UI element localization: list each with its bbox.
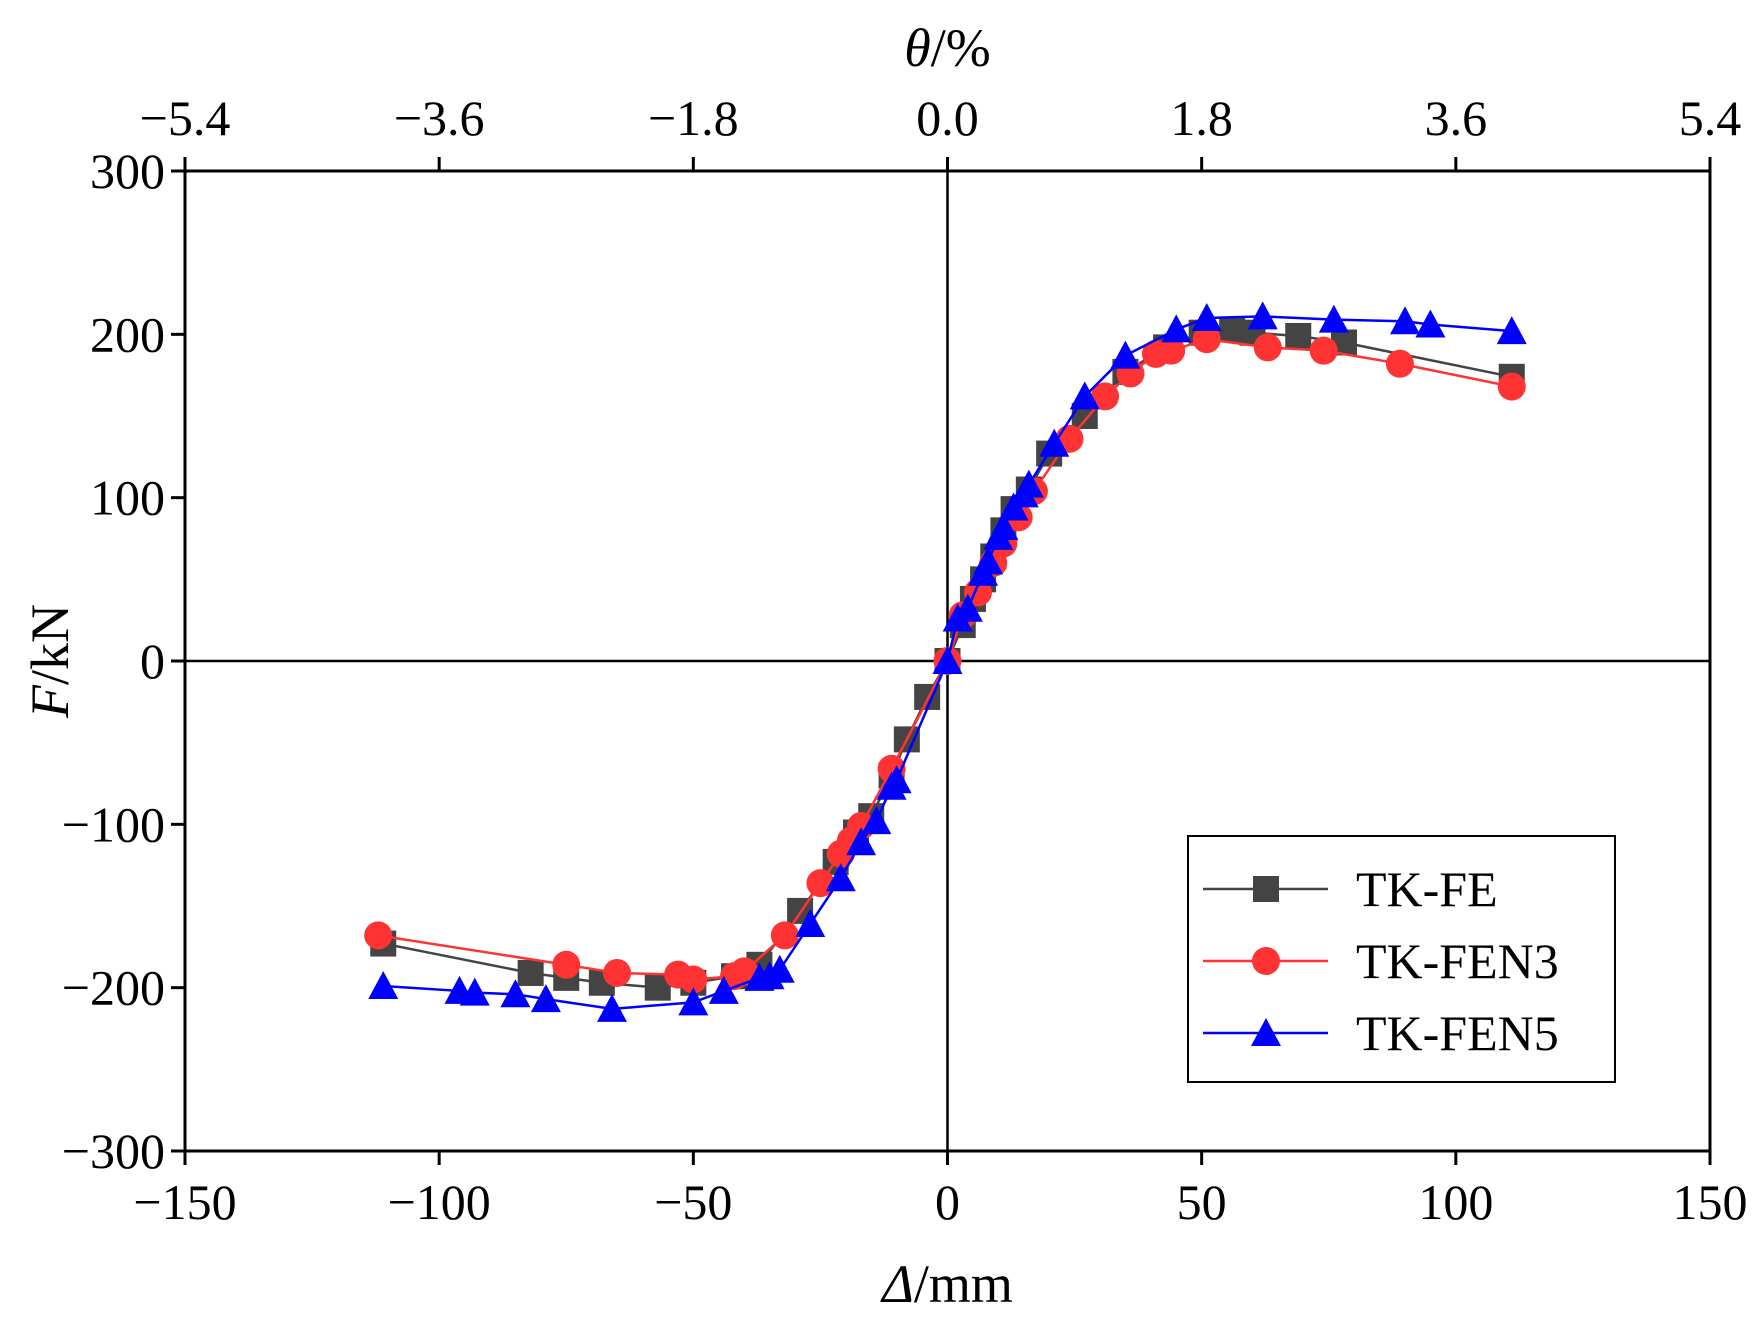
ticks: −150 −100 −50 0 50 100 150 −5.4 −3.6 −1.8 0.0 1.8 3.…: [62, 90, 1748, 1230]
x-tick-label: 150: [1673, 1174, 1748, 1230]
data-point: [846, 827, 877, 856]
data-point: [1192, 325, 1221, 354]
data-point: [1191, 303, 1222, 331]
x-tick-label: 0: [935, 1174, 960, 1230]
data-point: [770, 921, 799, 950]
data-point: [552, 950, 581, 979]
x-tick-label: 50: [1177, 1174, 1227, 1230]
y-tick-label: −300: [62, 1123, 165, 1179]
data-point: [861, 806, 892, 835]
data-point: [1497, 372, 1526, 401]
data-point: [597, 993, 627, 1022]
data-point: [364, 921, 393, 950]
data-point: [795, 908, 826, 937]
legend-marker: [1253, 876, 1279, 902]
x-tick-label: −100: [388, 1174, 491, 1230]
series-layer: [364, 301, 1527, 1022]
top-tick-label: −1.8: [648, 90, 739, 146]
y-tick-label: 300: [90, 143, 165, 199]
data-point: [368, 971, 399, 1000]
data-point: [1253, 333, 1282, 362]
data-point: [1385, 349, 1414, 378]
top-tick-label: 0.0: [916, 90, 979, 146]
series-tk-fen5: [368, 301, 1527, 1022]
data-point: [1285, 322, 1312, 349]
legend-item-tk-fe: TK-FE: [1203, 861, 1498, 917]
data-point: [1247, 301, 1278, 330]
legend-item-tk-fen5: TK-FEN5: [1203, 1005, 1559, 1061]
data-point: [988, 512, 1019, 541]
data-point: [1496, 316, 1527, 345]
data-point: [500, 979, 531, 1008]
data-point: [1161, 314, 1192, 343]
legend-label: TK-FEN3: [1356, 933, 1559, 989]
data-point: [1415, 309, 1446, 338]
top-tick-label: 5.4: [1679, 90, 1742, 146]
data-point: [1091, 382, 1120, 411]
top-axis-title-unit: /%: [931, 18, 991, 78]
data-point: [825, 863, 856, 892]
x-tick-label: 100: [1418, 1174, 1493, 1230]
data-point: [1390, 306, 1420, 335]
data-point: [708, 975, 739, 1004]
data-point: [517, 959, 544, 986]
legend-marker: [1252, 947, 1280, 975]
data-point: [1013, 469, 1044, 498]
data-point: [1309, 336, 1338, 365]
data-point: [1157, 336, 1186, 365]
data-point: [1039, 428, 1070, 457]
legend-marker: [1251, 1018, 1281, 1046]
data-point: [679, 965, 708, 994]
legend-label: TK-FEN5: [1356, 1005, 1559, 1061]
top-tick-label: 1.8: [1170, 90, 1233, 146]
data-point: [973, 546, 1004, 575]
y-tick-label: −100: [62, 796, 165, 852]
y-axis-title: F/kN: [20, 604, 80, 719]
data-point: [1069, 381, 1100, 410]
data-point: [678, 987, 709, 1016]
y-axis-title-unit: /kN: [20, 604, 80, 685]
data-point: [530, 984, 561, 1013]
data-point: [881, 765, 912, 794]
data-point: [952, 593, 983, 622]
x-tick-label: −50: [654, 1174, 732, 1230]
x-axis-title-symbol: Δ: [880, 1254, 914, 1314]
data-point: [932, 646, 963, 674]
data-point: [1110, 340, 1141, 369]
y-tick-label: 0: [140, 633, 165, 689]
x-axis-title: Δ/mm: [880, 1254, 1013, 1314]
y-tick-label: 200: [90, 306, 165, 362]
legend-item-tk-fen3: TK-FEN3: [1203, 933, 1559, 989]
data-point: [764, 954, 795, 983]
top-tick-label: −3.6: [394, 90, 485, 146]
top-tick-label: −5.4: [140, 90, 231, 146]
top-tick-label: 3.6: [1425, 90, 1488, 146]
data-point: [459, 977, 490, 1006]
y-axis-title-symbol: F: [20, 684, 80, 719]
x-tick-label: −150: [133, 1174, 236, 1230]
legend-label: TK-FE: [1356, 861, 1498, 917]
axis-titles: Δ/mm θ/% F/kN: [20, 18, 1013, 1314]
y-tick-label: −200: [62, 960, 165, 1016]
x-axis-title-unit: /mm: [914, 1254, 1013, 1314]
data-point: [603, 958, 632, 987]
top-axis-title-symbol: θ: [904, 18, 931, 78]
data-point: [1318, 304, 1349, 333]
y-tick-label: 100: [90, 470, 165, 526]
top-axis-title: θ/%: [904, 18, 991, 78]
legend: TK-FE TK-FEN3 TK-FEN5: [1187, 835, 1616, 1083]
